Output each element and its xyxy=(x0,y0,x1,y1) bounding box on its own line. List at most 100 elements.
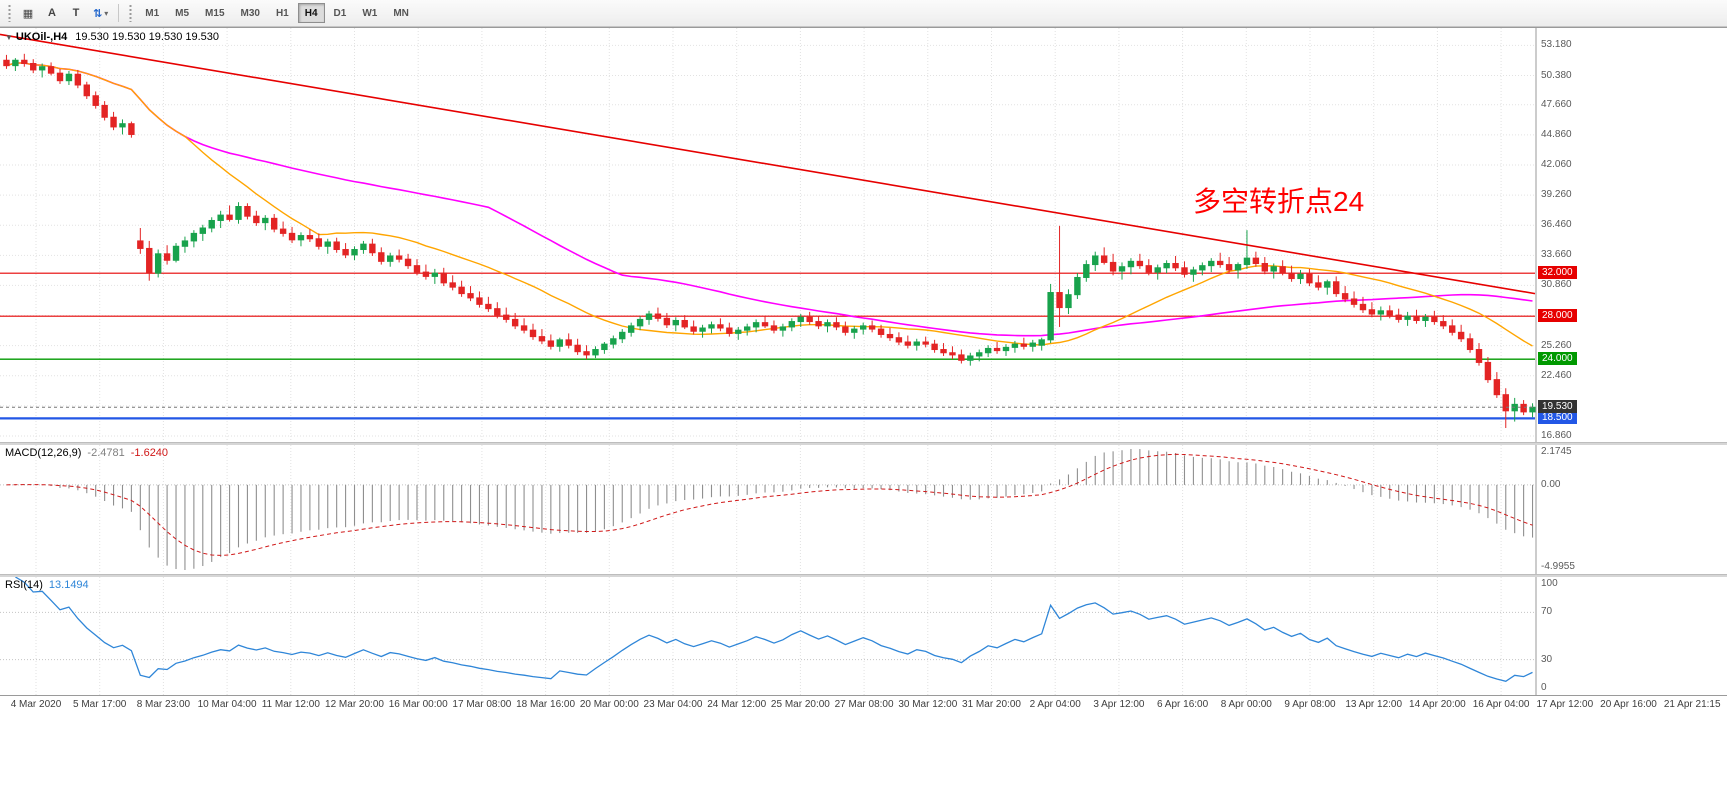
price-axis-label: 42.060 xyxy=(1541,158,1572,170)
rsi-axis-label: 30 xyxy=(1541,653,1553,665)
time-axis-label: 2 Apr 04:00 xyxy=(1029,699,1081,710)
price-axis-label: 33.660 xyxy=(1541,249,1572,261)
timeframe-button-m15[interactable]: M15 xyxy=(198,3,231,23)
price-axis-label: 44.860 xyxy=(1541,128,1572,140)
timeframe-button-h1[interactable]: H1 xyxy=(269,3,296,23)
price-axis-label: 50.380 xyxy=(1541,69,1572,81)
ohlc-values: 19.530 19.530 19.530 19.530 xyxy=(75,31,220,43)
macd-axis[interactable]: 2.1745 0.00 -4.9955 xyxy=(1537,445,1727,574)
price-axis-label: 53.180 xyxy=(1541,39,1572,51)
macd-axis-max: 2.1745 xyxy=(1541,446,1572,457)
timeframes-group: M1 M5 M15 M30 H1 H4 D1 W1 MN xyxy=(137,3,417,23)
time-axis-label: 25 Mar 20:00 xyxy=(770,699,830,710)
rsi-header: RSI(14) 13.1494 xyxy=(5,579,89,591)
cycle-symbols-tool[interactable]: ⇅ ▾ xyxy=(89,3,112,23)
dropdown-caret-icon: ▾ xyxy=(104,8,109,18)
macd-axis-zero: 0.00 xyxy=(1541,478,1561,490)
panel-splitter-2[interactable] xyxy=(0,574,1727,577)
time-axis-label: 11 Mar 12:00 xyxy=(261,699,320,710)
descending-trendline xyxy=(0,33,1536,295)
drawing-tools-group: ▦ A T ⇅ ▾ xyxy=(16,3,113,23)
time-axis-label: 14 Apr 20:00 xyxy=(1409,699,1466,710)
timeframe-button-d1[interactable]: D1 xyxy=(327,3,354,23)
timeframe-button-h4[interactable]: H4 xyxy=(297,3,325,23)
rsi-axis-label: 70 xyxy=(1541,606,1553,618)
time-axis-label: 23 Mar 04:00 xyxy=(643,699,703,710)
price-axis-label: 39.260 xyxy=(1541,189,1572,201)
price-axis-label: 47.660 xyxy=(1541,98,1572,110)
time-axis-label: 13 Apr 12:00 xyxy=(1345,699,1403,710)
time-axis-label: 18 Mar 16:00 xyxy=(516,699,576,710)
time-axis-label: 16 Apr 04:00 xyxy=(1472,699,1530,710)
rsi-line xyxy=(15,577,1533,683)
time-axis-label: 12 Mar 20:00 xyxy=(325,699,384,710)
timeframe-button-w1[interactable]: W1 xyxy=(355,3,384,23)
timeframe-button-m5[interactable]: M5 xyxy=(168,3,196,23)
price-axis-label: 36.460 xyxy=(1541,219,1572,231)
window-background xyxy=(0,714,1727,793)
time-axis-label: 6 Apr 16:00 xyxy=(1157,699,1209,710)
bid-price-label: 19.530 xyxy=(1538,400,1577,414)
time-axis-label: 17 Apr 12:00 xyxy=(1536,699,1594,710)
grid-layer xyxy=(35,577,1502,695)
price-line-label: 32.000 xyxy=(1538,266,1577,280)
macd-histogram xyxy=(14,449,1534,570)
time-axis-label: 20 Mar 00:00 xyxy=(579,699,639,710)
time-axis-label: 27 Mar 08:00 xyxy=(834,699,894,710)
price-axis-label: 22.460 xyxy=(1541,369,1572,381)
chart-window: 53.180 50.380 47.660 44.860 42.060 39.260 36.4… xyxy=(0,27,1727,714)
macd-canvas[interactable] xyxy=(0,445,1537,574)
price-axis-label: 25.260 xyxy=(1541,339,1572,351)
grid-layer xyxy=(35,445,1502,574)
rsi-axis[interactable]: 100 70 30 0 xyxy=(1537,577,1727,695)
price-axis[interactable]: 53.180 50.380 47.660 44.860 42.060 39.260 36.4… xyxy=(1537,28,1727,442)
panel-splitter-1[interactable] xyxy=(0,442,1727,445)
ma-fast-line xyxy=(6,62,1533,347)
time-axis-label: 24 Mar 12:00 xyxy=(707,699,767,710)
text-box-tool[interactable]: T xyxy=(65,3,87,23)
time-axis-label: 4 Mar 2020 xyxy=(10,699,62,710)
time-axis[interactable]: 4 Mar 2020 5 Mar 17:00 8 Mar 23:00 10 Mar 0… xyxy=(0,695,1727,714)
time-axis-label: 10 Mar 04:00 xyxy=(197,699,257,710)
time-axis-label: 20 Apr 16:00 xyxy=(1600,699,1657,710)
chart-window-icon[interactable]: ▦ xyxy=(17,3,39,23)
time-axis-label: 16 Mar 00:00 xyxy=(388,699,448,710)
macd-signal-line xyxy=(6,453,1533,556)
symbol-name: UKOil-,H4 xyxy=(15,31,68,43)
time-axis-label: 3 Apr 12:00 xyxy=(1093,699,1145,710)
rsi-axis-label: 0 xyxy=(1541,682,1547,693)
rsi-label: RSI(14) xyxy=(5,579,43,591)
toolbar-grip[interactable] xyxy=(7,4,12,22)
chart-annotation-text[interactable]: 多空转折点24 xyxy=(1193,186,1365,217)
time-axis-label: 31 Mar 20:00 xyxy=(962,699,1021,710)
grid-layer xyxy=(0,28,1535,442)
toolbar-separator xyxy=(118,4,120,22)
time-axis-label: 8 Apr 00:00 xyxy=(1220,699,1272,710)
price-line-label: 24.000 xyxy=(1538,352,1577,366)
timeframe-button-m30[interactable]: M30 xyxy=(234,3,267,23)
main-chart-canvas[interactable] xyxy=(0,28,1537,442)
ma-slow-line xyxy=(6,62,1533,337)
time-axis-label: 21 Apr 21:15 xyxy=(1663,699,1721,710)
chart-title: ▼ UKOil-,H4 19.530 19.530 19.530 19.530 xyxy=(5,31,219,43)
time-axis-label: 8 Mar 23:00 xyxy=(136,699,191,710)
text-label-tool[interactable]: A xyxy=(41,3,63,23)
rsi-axis-label: 100 xyxy=(1541,578,1558,589)
toolbar-grip-2[interactable] xyxy=(128,4,134,22)
rsi-value: 13.1494 xyxy=(48,579,89,591)
price-axis-label: 30.860 xyxy=(1541,279,1572,291)
macd-panel: 2.1745 0.00 -4.9955 MACD(12,26,9) -2.4781 -1… xyxy=(0,445,1727,574)
time-axis-label: 30 Mar 12:00 xyxy=(898,699,958,710)
time-axis-label: 5 Mar 17:00 xyxy=(73,699,127,710)
macd-axis-min: -4.9955 xyxy=(1541,561,1575,572)
timeframe-button-mn[interactable]: MN xyxy=(386,3,416,23)
symbol-marker-icon[interactable]: ▼ xyxy=(5,33,13,42)
macd-main-value: -2.4781 xyxy=(87,447,125,459)
macd-label: MACD(12,26,9) xyxy=(5,447,82,459)
main-toolbar: ▦ A T ⇅ ▾ M1 M5 M15 M30 H1 H4 D1 W1 MN xyxy=(0,0,1727,27)
horizontal-lines-layer xyxy=(0,272,1535,420)
price-line-label: 18.500 xyxy=(1538,411,1577,425)
rsi-canvas[interactable] xyxy=(0,577,1537,695)
timeframe-button-m1[interactable]: M1 xyxy=(138,3,166,23)
